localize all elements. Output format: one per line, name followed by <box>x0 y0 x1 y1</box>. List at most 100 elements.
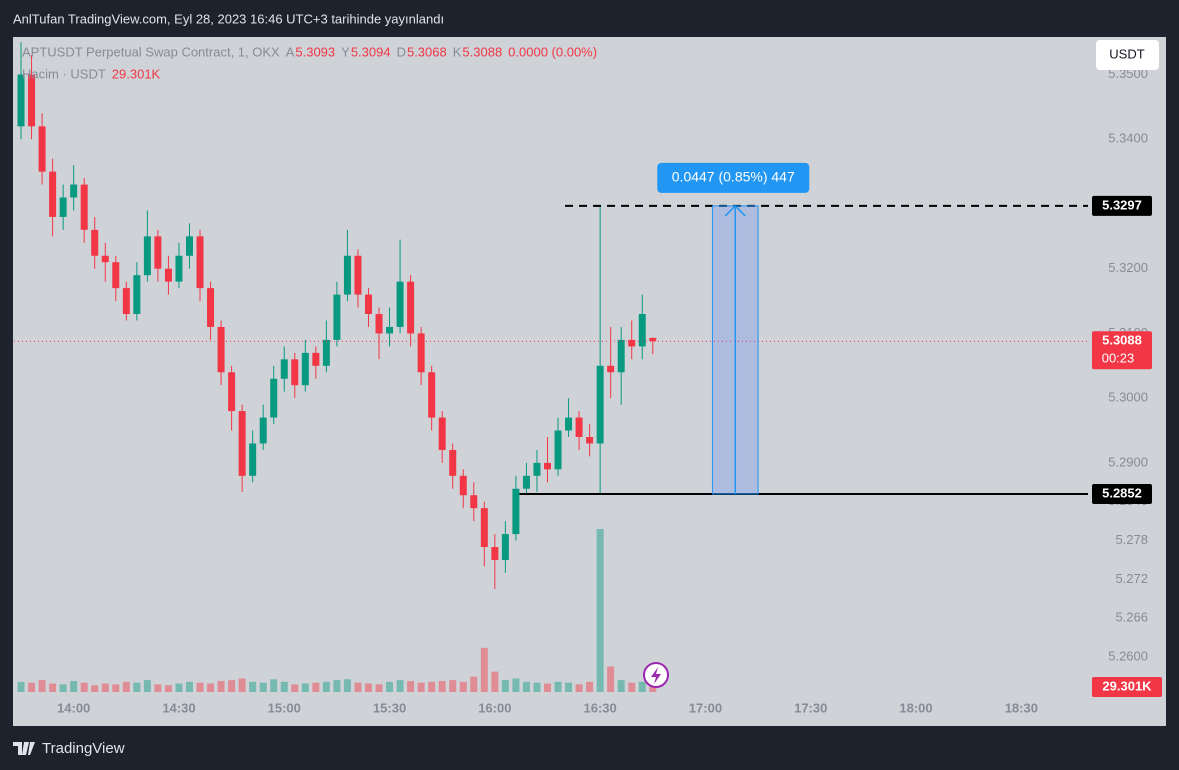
header: AnlTufan TradingView.com, Eyl 28, 2023 1… <box>13 11 444 26</box>
volume-bar <box>38 680 46 692</box>
candle-body <box>49 171 57 217</box>
ohlc-key: Y <box>341 44 350 59</box>
candle-body <box>417 333 425 373</box>
volume-bar <box>185 681 193 692</box>
candle-body <box>522 475 530 489</box>
volume-bar <box>364 683 372 692</box>
x-tick-label: 15:00 <box>268 700 301 715</box>
candle-body <box>354 255 362 295</box>
volume-bar <box>322 681 330 692</box>
candle-body <box>185 236 193 256</box>
x-tick-label: 15:30 <box>373 700 406 715</box>
event-icon-bolt <box>651 667 661 684</box>
volume-bar <box>154 684 162 692</box>
volume-bar <box>49 683 57 692</box>
ohlc-value: 5.3094 <box>351 44 391 59</box>
volume-bar <box>575 684 583 692</box>
candle-body <box>375 314 383 334</box>
candle-body <box>617 339 625 373</box>
currency-button[interactable]: USDT <box>1109 46 1144 61</box>
countdown: 00:23 <box>1102 351 1135 366</box>
y-tick-label: 5.266 <box>1115 610 1148 625</box>
candle-body <box>164 268 172 282</box>
volume-bar <box>501 680 509 692</box>
volume-bar <box>586 681 594 692</box>
candle-body <box>586 436 594 444</box>
volume-bar <box>533 682 541 692</box>
volume-bar <box>259 682 267 692</box>
volume-bar <box>438 680 446 692</box>
candle-body <box>154 236 162 269</box>
y-tick-label: 5.278 <box>1115 532 1148 547</box>
volume-bar <box>449 680 457 692</box>
volume-bar <box>196 682 204 692</box>
volume-bar <box>543 683 551 692</box>
measure-arrow-head <box>724 204 746 217</box>
candle-body <box>312 352 320 366</box>
volume-last-label: 29.301K <box>1102 678 1152 693</box>
candle-body <box>112 262 120 289</box>
volume-bar <box>554 681 562 692</box>
ohlc-value: 5.3093 <box>295 44 335 59</box>
volume-bar <box>312 682 320 692</box>
volume-bar <box>270 679 278 692</box>
volume-bar <box>112 684 120 692</box>
volume-bar <box>638 681 646 692</box>
volume-bar <box>354 682 362 692</box>
x-tick-label: 16:00 <box>478 700 511 715</box>
ohlc-key: D <box>397 44 406 59</box>
volume-bar <box>133 682 141 692</box>
candle-body <box>280 359 288 379</box>
volume-bar <box>228 680 236 692</box>
volume-bar <box>122 681 130 692</box>
x-tick-label: 16:30 <box>584 700 617 715</box>
volume-bar <box>80 682 88 692</box>
candle-body <box>291 359 299 386</box>
volume-last-bg <box>1092 677 1162 698</box>
y-tick-label: 5.2900 <box>1108 454 1148 469</box>
candle-body <box>80 184 88 230</box>
candle-body <box>501 534 509 560</box>
y-tick-label: 5.2600 <box>1108 648 1148 663</box>
volume-bar <box>512 678 520 692</box>
volume-bar <box>238 678 246 692</box>
volume-bar <box>480 647 488 692</box>
candle-body <box>638 314 646 347</box>
candle-body <box>459 475 467 496</box>
candle-body <box>228 372 236 412</box>
logo-mark <box>13 742 35 755</box>
volume-bar <box>396 680 404 692</box>
candle-body <box>575 417 583 437</box>
candle-body <box>649 337 657 342</box>
volume-bar <box>343 679 351 692</box>
volume-bar <box>607 666 615 692</box>
volume-bar <box>617 680 625 692</box>
x-tick-label: 18:30 <box>1005 700 1038 715</box>
volume-bar <box>470 676 478 692</box>
x-tick-label: 17:00 <box>689 700 722 715</box>
measure-bottom-label: 5.2852 <box>1102 485 1142 500</box>
candle-body <box>480 508 488 548</box>
candle-body <box>438 417 446 450</box>
volume-bar <box>291 684 299 692</box>
measure-top-label: 5.3297 <box>1102 197 1142 212</box>
x-tick-label: 18:00 <box>899 700 932 715</box>
candle-body <box>101 255 109 263</box>
volume-bar <box>143 680 151 692</box>
volume-bar <box>59 684 67 692</box>
candle-body <box>301 352 309 386</box>
currency-button-bg[interactable] <box>1096 40 1159 70</box>
candle-body <box>607 365 615 373</box>
logo: TradingView <box>13 740 125 757</box>
candle-body <box>470 495 478 509</box>
volume-bar <box>217 680 225 692</box>
candle-body <box>322 339 330 366</box>
candle-body <box>491 547 499 560</box>
volume-bar <box>459 681 467 692</box>
volume-bar <box>428 681 436 692</box>
x-tick-label: 14:00 <box>57 700 90 715</box>
measure-label: 0.0447 (0.85%) 447 <box>672 169 795 185</box>
volume-bar <box>386 681 394 692</box>
